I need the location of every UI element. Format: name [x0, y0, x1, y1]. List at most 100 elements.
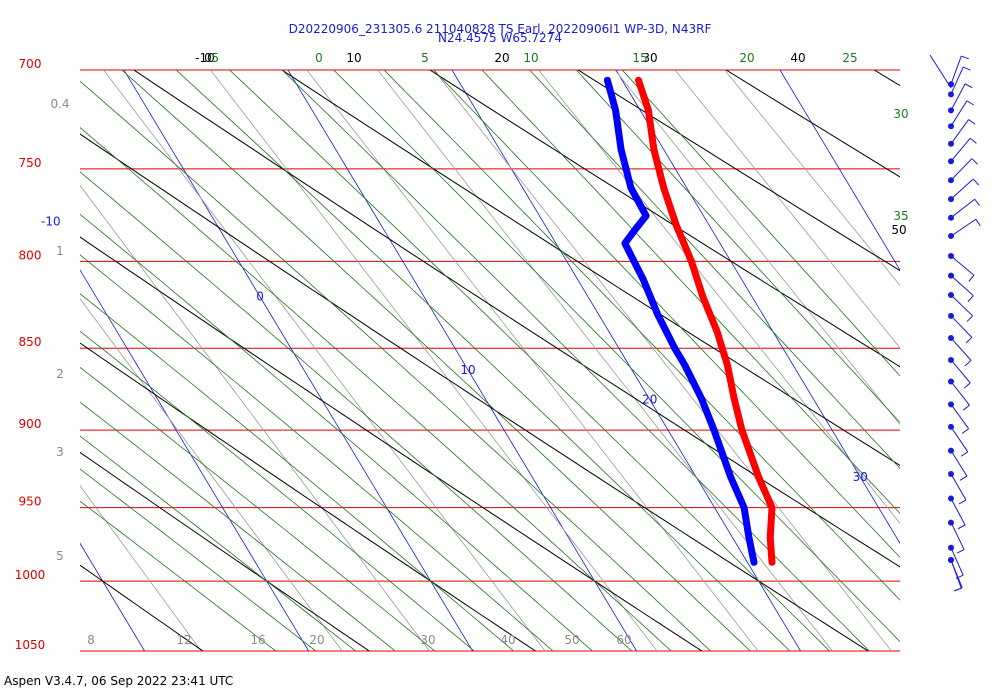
wind-barb-feather — [966, 315, 973, 322]
moist-adiabat-line — [576, 70, 900, 424]
isotherm-label: -10 — [41, 214, 61, 228]
wind-barb-staff — [929, 54, 952, 89]
mixing-ratio-label: 40 — [500, 633, 515, 647]
mixing-ratio-label: 5 — [56, 549, 64, 563]
isotherm-line — [80, 269, 309, 651]
wind-barb-staff — [950, 218, 977, 237]
moist-adiabat-label: 10 — [523, 51, 538, 65]
moist-adiabat-line — [80, 171, 633, 651]
wind-barb-staff — [950, 198, 975, 219]
moist-adiabat-line — [175, 70, 791, 651]
axis-labels: 70075080085090095010001050-30-20-1001020… — [15, 51, 909, 652]
wind-barb-staff — [950, 275, 974, 297]
wind-barb-feather — [953, 587, 962, 592]
wind-barb-feather — [959, 475, 968, 481]
mixing-ratio-line — [80, 298, 343, 651]
moist-adiabat-line — [80, 80, 711, 651]
moist-adiabat-line — [80, 468, 316, 651]
wind-barb-staff — [950, 119, 970, 145]
wind-barb-feather — [960, 451, 969, 457]
dry-adiabat-label: 20 — [494, 51, 509, 65]
moist-adiabat-line — [80, 330, 475, 651]
wind-barb-staff — [950, 255, 975, 276]
wind-barb-staff — [950, 559, 962, 589]
isotherm-label: 30 — [853, 470, 868, 484]
wind-barb-staff — [950, 178, 974, 200]
wind-barb-feather — [963, 382, 971, 389]
wind-barb-staff — [950, 404, 970, 429]
wind-profile — [929, 54, 981, 592]
mixing-ratio-label: 16 — [250, 633, 265, 647]
moist-adiabat-label: 25 — [842, 51, 857, 65]
wind-barb-feather — [969, 137, 977, 144]
wind-barb-feather — [962, 404, 970, 411]
wind-barb-staff — [950, 522, 965, 550]
mixing-ratio-line — [614, 70, 900, 426]
wind-barb-feather — [975, 218, 981, 227]
dry-adiabat-label: 30 — [642, 51, 657, 65]
mixing-ratio-label: 1 — [56, 244, 64, 258]
mixing-ratio-label: 30 — [420, 633, 435, 647]
dry-adiabat-label: -10 — [195, 51, 215, 65]
moist-adiabat-line — [333, 70, 900, 643]
moist-adiabat-line — [229, 70, 830, 651]
wind-barb-staff — [950, 66, 964, 95]
chart-title: D20220906_231305.6 211040828 TS Earl, 20… — [289, 22, 712, 36]
mixing-ratio-grid — [80, 70, 900, 651]
wind-barb-staff — [950, 473, 967, 501]
moist-adiabat-line — [80, 401, 396, 651]
moist-adiabat-line — [433, 70, 900, 558]
wind-barb-feather — [971, 158, 978, 165]
isotherm-label: 10 — [460, 363, 475, 377]
wind-barb-feather — [966, 100, 974, 106]
mixing-ratio-line — [306, 70, 759, 651]
dewpoint-trace — [603, 76, 758, 566]
wind-barb-staff — [950, 100, 968, 127]
mixing-ratio-line — [433, 70, 892, 651]
mixing-ratio-label: 60 — [616, 633, 631, 647]
wind-barb-staff — [950, 381, 970, 406]
wind-barb-staff — [950, 55, 962, 85]
moist-adiabat-line — [80, 254, 554, 651]
moist-adiabat-line — [80, 435, 356, 651]
moist-adiabat-line — [621, 70, 900, 377]
mixing-ratio-line — [103, 70, 546, 651]
moist-adiabat-line — [281, 70, 870, 651]
mixing-ratio-label: 12 — [176, 633, 191, 647]
moist-adiabat-label: 30 — [893, 107, 908, 121]
mixing-ratio-line — [210, 70, 658, 651]
moist-adiabat-line — [80, 293, 514, 651]
mixing-ratio-line — [538, 70, 900, 524]
isotherm-line — [123, 70, 473, 651]
temperature-trace — [635, 76, 776, 566]
dry-adiabat-line — [80, 451, 370, 651]
isotherm-label: 0 — [256, 290, 264, 304]
wind-barb-feather — [961, 428, 969, 434]
mixing-ratio-label: 2 — [56, 367, 64, 381]
moist-adiabat-line — [80, 127, 672, 651]
wind-barb-staff — [950, 359, 971, 384]
moist-adiabat-label: -5 — [207, 51, 219, 65]
wind-barb-feather — [962, 66, 971, 71]
dry-adiabat-label: 50 — [891, 223, 906, 237]
wind-barb-feather — [964, 359, 972, 367]
wind-barb-feather — [961, 55, 969, 60]
pressure-tick-label: 750 — [19, 156, 42, 170]
sounding-traces — [603, 76, 776, 566]
dry-adiabat-line — [577, 70, 900, 272]
mixing-ratio-line — [674, 70, 900, 349]
pressure-tick-label: 800 — [19, 248, 42, 262]
mixing-ratio-label: 50 — [564, 633, 579, 647]
pressure-tick-label: 850 — [19, 335, 42, 349]
wind-barb-feather — [958, 499, 967, 505]
isotherm-line — [80, 542, 145, 651]
moist-adiabat-label: 35 — [893, 209, 908, 223]
mixing-ratio-line — [724, 70, 900, 286]
mixing-ratio-label: 8 — [87, 633, 95, 647]
mixing-ratio-label: 20 — [309, 633, 324, 647]
wind-barb-feather — [956, 549, 965, 554]
wind-barb-feather — [972, 178, 980, 186]
moist-adiabat-grid — [80, 70, 900, 651]
wind-barb-staff — [950, 426, 969, 453]
